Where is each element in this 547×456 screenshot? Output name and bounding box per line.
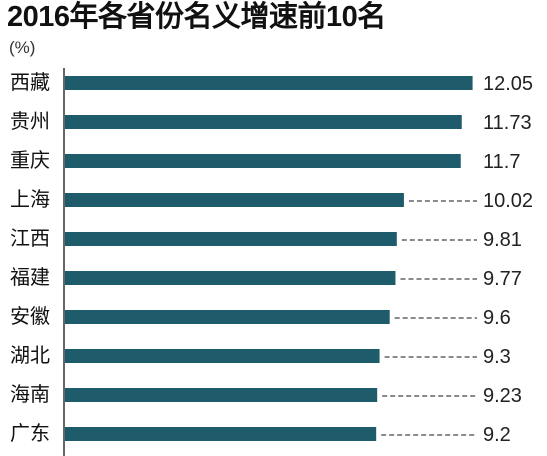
bar-0: [65, 76, 473, 90]
value-label-2: 11.7: [483, 151, 520, 173]
category-label-1: 贵州: [10, 110, 50, 133]
value-label-4: 9.81: [483, 229, 522, 251]
category-label-4: 江西: [10, 227, 50, 250]
value-label-1: 11.73: [483, 112, 532, 134]
category-label-7: 湖北: [10, 344, 50, 367]
bars-group: 西藏 12.05 贵州 11.73 重庆 11.7 上海 10.02 江西 9.81 福建 9.77 安…: [10, 71, 533, 446]
bar-9: [65, 427, 377, 441]
value-label-6: 9.6: [483, 307, 511, 329]
category-label-5: 福建: [10, 266, 50, 289]
bar-8: [65, 388, 378, 402]
bar-6: [65, 310, 390, 324]
value-label-7: 9.3: [483, 346, 511, 368]
value-label-0: 12.05: [483, 73, 533, 95]
bar-4: [65, 232, 397, 246]
value-label-9: 9.2: [483, 424, 511, 446]
value-label-8: 9.23: [483, 385, 522, 407]
category-label-3: 上海: [10, 188, 50, 211]
category-label-2: 重庆: [10, 149, 50, 172]
category-label-8: 海南: [10, 383, 50, 406]
bar-5: [65, 271, 396, 285]
value-label-3: 10.02: [483, 190, 533, 212]
bar-2: [65, 154, 461, 168]
value-label-5: 9.77: [483, 268, 522, 290]
bar-3: [65, 193, 404, 207]
chart-title: 2016年各省份名义增速前10名: [7, 1, 386, 33]
bar-1: [65, 115, 462, 129]
bar-7: [65, 349, 380, 363]
unit-label: (%): [9, 38, 36, 57]
category-label-0: 西藏: [10, 71, 50, 94]
category-label-6: 安徽: [10, 305, 50, 328]
category-label-9: 广东: [10, 422, 50, 445]
